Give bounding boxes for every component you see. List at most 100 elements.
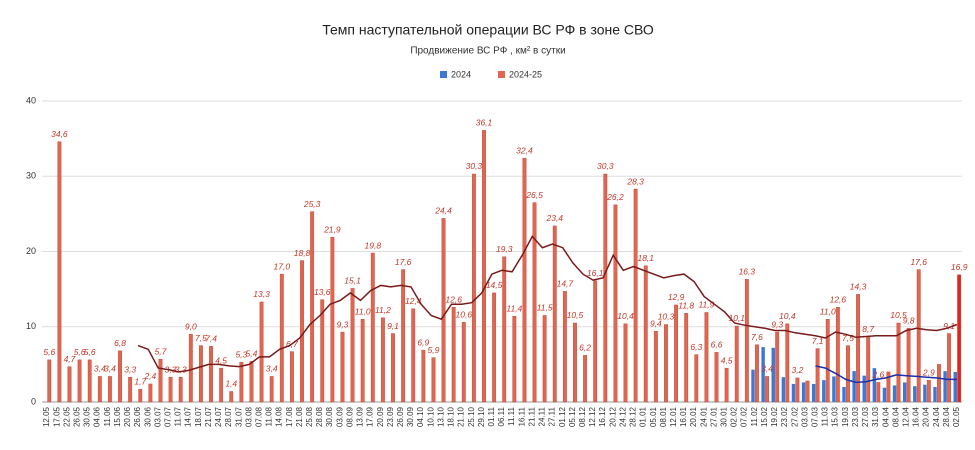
x-tick-label: 19.02 [770,406,779,427]
x-tick-label: 30.01 [720,406,729,427]
data-label: 12,9 [668,292,685,302]
bar [532,202,537,403]
legend-label: 2024 [451,69,471,79]
data-label: 14,3 [850,282,867,292]
bar [643,265,648,403]
bar [188,334,193,403]
bar [882,387,887,402]
data-label: 26,2 [606,192,624,202]
bar [138,389,143,403]
bar [77,359,82,403]
x-tick-label: 19.03 [841,406,850,427]
bar [542,315,547,403]
data-label: 12,6 [830,294,847,304]
x-tick-label: 07.02 [740,406,749,427]
x-tick-label: 17.05 [52,406,61,427]
data-label: 1,7 [134,376,146,386]
data-label: 17,0 [274,261,291,271]
data-label: 12,4 [405,296,422,306]
x-tick-label: 30.09 [406,406,415,427]
bar [926,379,931,403]
x-tick-label: 12.05 [42,406,51,427]
data-label: 3,4 [94,364,106,374]
bar [401,269,406,403]
bar [913,386,917,402]
bar [825,319,830,403]
x-tick-label: 11.08 [265,406,274,426]
bar [872,368,877,402]
bar [441,218,446,403]
legend-label: 2024-25 [509,69,542,79]
y-tick-label: 0 [31,396,36,406]
x-tick-label: 08.04 [891,406,900,427]
bar [340,331,345,403]
x-tick-label: 12.01 [669,406,678,427]
data-label: 18,8 [294,248,311,258]
x-tick-label: 16.12 [598,406,607,427]
bar [421,349,426,403]
data-label: 25,3 [303,199,321,209]
data-label: 17,6 [910,257,927,267]
data-label: 3,4 [266,364,278,374]
bar [832,376,836,402]
data-label: 3,3 [175,364,187,374]
x-tick-label: 08.01 [659,406,668,427]
x-tick-label: 25.10 [467,406,476,427]
x-tick-label: 11.11 [507,406,516,425]
x-tick-label: 18.10 [447,406,456,427]
x-tick-label: 13.09 [356,406,365,427]
bar [562,291,567,403]
x-tick-label: 26.09 [396,406,405,427]
x-tick-label: 03.09 [335,406,344,427]
bar [694,354,699,403]
bar [953,371,957,402]
y-tick-label: 20 [26,246,36,256]
bar [370,252,375,403]
data-label: 3,4 [761,364,773,374]
x-tick-label: 16.01 [679,406,688,427]
data-label: 30,3 [597,161,614,171]
x-tick-label: 24.12 [618,406,627,427]
x-tick-label: 14.07 [184,406,193,427]
data-label: 7,6 [751,332,763,342]
x-tick-label: 17.08 [285,406,294,427]
x-tick-label: 23.02 [780,406,789,427]
data-label: 9,1 [943,321,955,331]
x-tick-label: 28.07 [224,406,233,427]
bar [350,288,355,403]
data-label: 4,5 [721,355,733,365]
x-tick-label: 21.11 [527,406,536,426]
bar [522,157,527,403]
x-tick-label: 08.12 [578,406,587,427]
data-label: 9,3 [771,319,783,329]
x-tick-label: 21.08 [295,406,304,427]
bar [755,344,759,403]
chart-title: Темп наступательной операции ВС РФ в зон… [322,22,654,38]
bar [795,377,800,403]
y-tick-label: 10 [26,321,36,331]
bar [118,350,122,403]
x-tick-label: 04.06 [93,406,102,427]
x-tick-label: 24.01 [699,406,708,427]
bar [199,345,203,403]
data-label: 6,9 [417,337,429,347]
bar [781,377,786,402]
x-tick-label: 22.05 [62,406,71,427]
data-label: 5,9 [428,345,440,355]
bar [835,306,840,403]
data-label: 11,9 [698,300,714,310]
bar [704,312,709,403]
data-label: 11,8 [678,300,694,310]
bar [815,348,820,403]
bar [259,301,264,403]
data-label: 10,4 [617,311,634,321]
data-label: 5,4 [246,349,258,359]
x-tick-label: 31.07 [234,406,243,427]
x-tick-label: 15.06 [113,406,122,427]
bar [512,316,517,403]
data-label: 26,5 [525,190,543,200]
bar [269,376,274,403]
bar [822,380,826,402]
data-label: 36,1 [476,118,493,128]
x-tick-label: 11.03 [821,406,830,426]
